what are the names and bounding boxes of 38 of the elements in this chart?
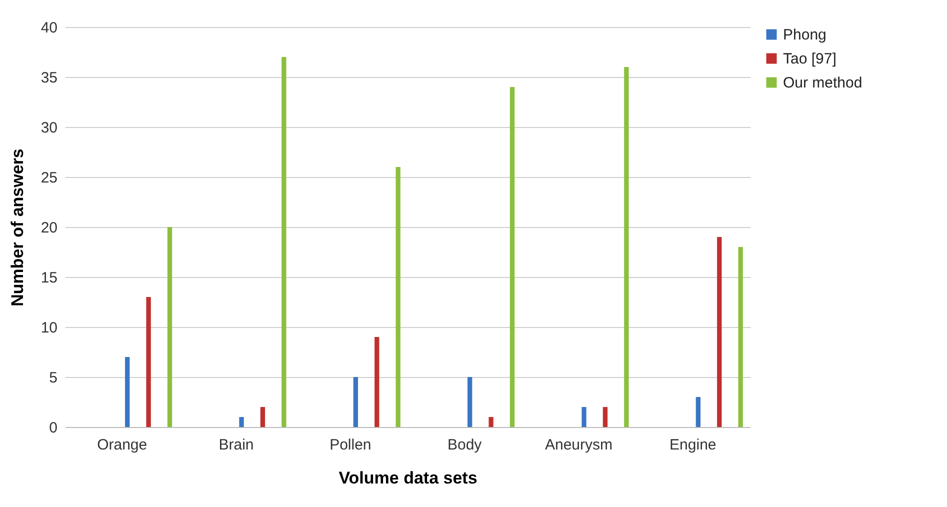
bar (146, 297, 151, 427)
bar (125, 357, 130, 427)
x-tick-label: Orange (97, 436, 148, 454)
bar (624, 67, 629, 427)
bar (738, 247, 743, 427)
y-tick-label: 10 (40, 320, 58, 336)
bar (696, 397, 701, 427)
x-tick-label: Aneurysm (544, 436, 613, 454)
x-tick-label: Body (447, 436, 482, 454)
y-tick-label: 25 (40, 170, 58, 186)
y-tick-label: 5 (49, 370, 58, 386)
bar (282, 57, 286, 427)
bar (510, 87, 515, 427)
bar (717, 237, 722, 427)
legend-label: Our method (783, 74, 862, 92)
bar (602, 407, 608, 427)
x-tick-label: Brain (218, 436, 254, 454)
bar (239, 417, 244, 427)
x-axis-title: Volume data sets (338, 468, 478, 488)
bar (582, 407, 586, 427)
legend-label: Phong (783, 26, 826, 44)
bar (353, 377, 358, 427)
bar (468, 377, 472, 427)
bar (167, 227, 172, 427)
y-tick-label: 0 (49, 420, 58, 436)
legend-label: Tao [97] (783, 50, 836, 68)
y-tick-label: 35 (40, 70, 58, 86)
y-tick-label: 15 (40, 270, 58, 286)
bar (374, 337, 380, 427)
y-tick-label: 40 (40, 20, 58, 36)
y-tick-label: 20 (40, 220, 58, 236)
x-tick-label: Pollen (330, 436, 372, 454)
bar (260, 407, 266, 427)
bar (488, 417, 494, 427)
bar (396, 167, 400, 427)
x-tick-label: Engine (670, 436, 716, 454)
y-tick-label: 30 (40, 120, 58, 136)
y-axis-title: Number of answers (8, 148, 27, 306)
